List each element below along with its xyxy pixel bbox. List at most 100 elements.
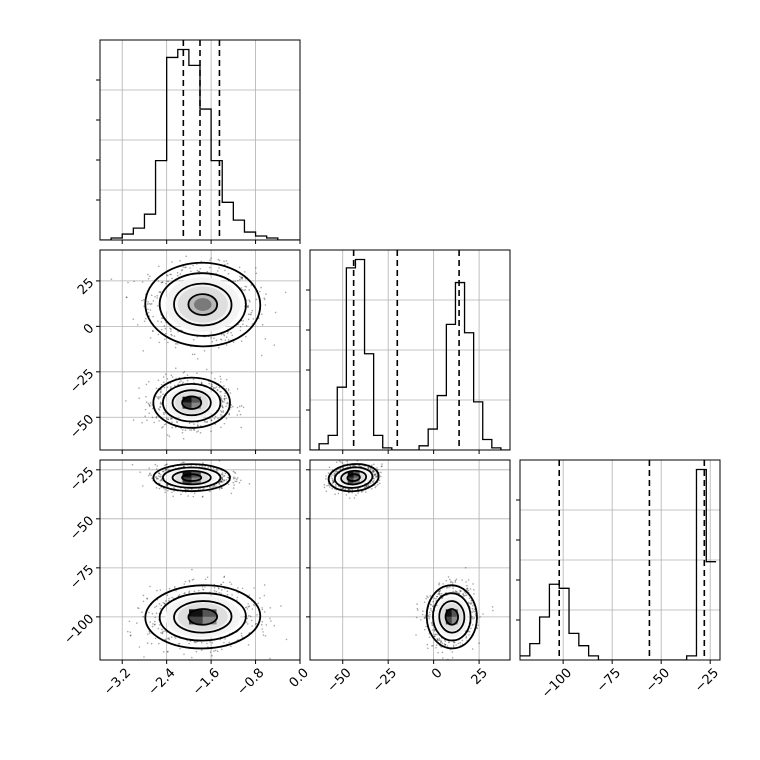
sample-point: [145, 383, 148, 386]
sample-point: [342, 487, 344, 490]
sample-point: [236, 388, 239, 390]
sample-point: [357, 492, 359, 494]
sample-point: [468, 597, 471, 600]
sample-point: [199, 431, 202, 434]
sample-point: [425, 597, 427, 600]
sample-point: [157, 397, 160, 400]
sample-point: [209, 259, 211, 262]
sample-point: [157, 475, 160, 477]
contour-line: [162, 466, 222, 489]
sample-point: [154, 463, 157, 466]
sample-point: [226, 401, 229, 404]
sample-point: [233, 471, 236, 474]
sample-point: [357, 488, 359, 490]
sample-point: [181, 269, 184, 271]
sample-point: [183, 583, 186, 585]
sample-point: [227, 402, 230, 405]
sample-point: [231, 334, 234, 337]
sample-point: [184, 488, 187, 491]
sample-point: [225, 378, 228, 381]
sample-point: [223, 385, 225, 387]
sample-point: [438, 592, 441, 595]
sample-point: [157, 333, 160, 336]
sample-point: [241, 587, 244, 590]
sample-point: [248, 483, 251, 485]
sample-point: [240, 426, 242, 429]
sample-point: [471, 648, 474, 650]
sample-point: [167, 341, 169, 344]
sample-point: [477, 624, 479, 627]
sample-point: [211, 385, 213, 388]
sample-point: [440, 592, 443, 595]
y-tick-label: −25: [67, 367, 97, 397]
x-tick-label: −50: [643, 666, 673, 696]
sample-point: [337, 492, 340, 495]
sample-point: [230, 331, 232, 334]
sample-point: [466, 587, 469, 590]
sample-point: [227, 476, 229, 479]
sample-point: [245, 325, 248, 327]
sample-point: [251, 309, 254, 312]
sample-point: [326, 484, 328, 487]
sample-point: [363, 486, 366, 489]
sample-point: [348, 488, 350, 491]
sample-point: [148, 303, 150, 305]
sample-point: [444, 643, 447, 646]
y-tick-label: 0: [81, 321, 97, 337]
sample-point: [230, 645, 232, 648]
sample-point: [372, 471, 374, 474]
sample-point: [138, 607, 140, 610]
sample-point: [163, 386, 166, 389]
sample-point: [374, 472, 377, 475]
sample-point: [192, 378, 195, 381]
sample-point: [236, 414, 239, 416]
sample-point: [141, 421, 143, 424]
sample-point: [167, 280, 170, 283]
sample-point: [148, 403, 151, 406]
sample-point: [163, 603, 166, 605]
sample-point: [138, 397, 140, 400]
sample-point: [364, 486, 366, 488]
sample-point: [452, 644, 455, 647]
sample-point: [374, 476, 377, 478]
sample-point: [155, 387, 158, 390]
sample-point: [247, 605, 250, 608]
sample-point: [471, 607, 474, 610]
sample-point: [436, 638, 439, 641]
sample-point: [224, 472, 227, 475]
sample-point: [163, 423, 166, 426]
sample-point: [227, 389, 230, 392]
sample-point: [165, 468, 167, 470]
sample-point: [157, 408, 160, 410]
sample-point: [428, 636, 431, 639]
sample-point: [158, 603, 161, 605]
sample-point: [210, 257, 212, 259]
sample-point: [227, 483, 230, 486]
sample-point: [471, 602, 473, 604]
sample-point: [263, 594, 266, 597]
sample-point: [204, 466, 206, 468]
contour-line: [187, 293, 219, 316]
sample-point: [162, 376, 165, 378]
sample-point: [247, 644, 250, 646]
sample-point: [177, 383, 180, 386]
sample-point: [179, 273, 182, 275]
sample-point: [261, 323, 264, 326]
sample-point: [176, 421, 178, 424]
contour-line: [340, 469, 368, 486]
sample-point: [190, 464, 192, 467]
sample-point: [194, 641, 196, 644]
sample-point: [171, 376, 174, 378]
sample-point: [222, 411, 224, 413]
sample-point: [240, 277, 243, 279]
sample-point: [196, 372, 198, 374]
sample-point: [219, 381, 222, 383]
sample-point: [335, 485, 337, 488]
sample-point: [219, 481, 222, 483]
sample-point: [154, 620, 156, 623]
sample-point: [161, 317, 163, 319]
sample-point: [221, 400, 224, 403]
sample-point: [170, 273, 172, 276]
x-tick-label: −75: [594, 666, 624, 696]
sample-point: [269, 607, 272, 609]
